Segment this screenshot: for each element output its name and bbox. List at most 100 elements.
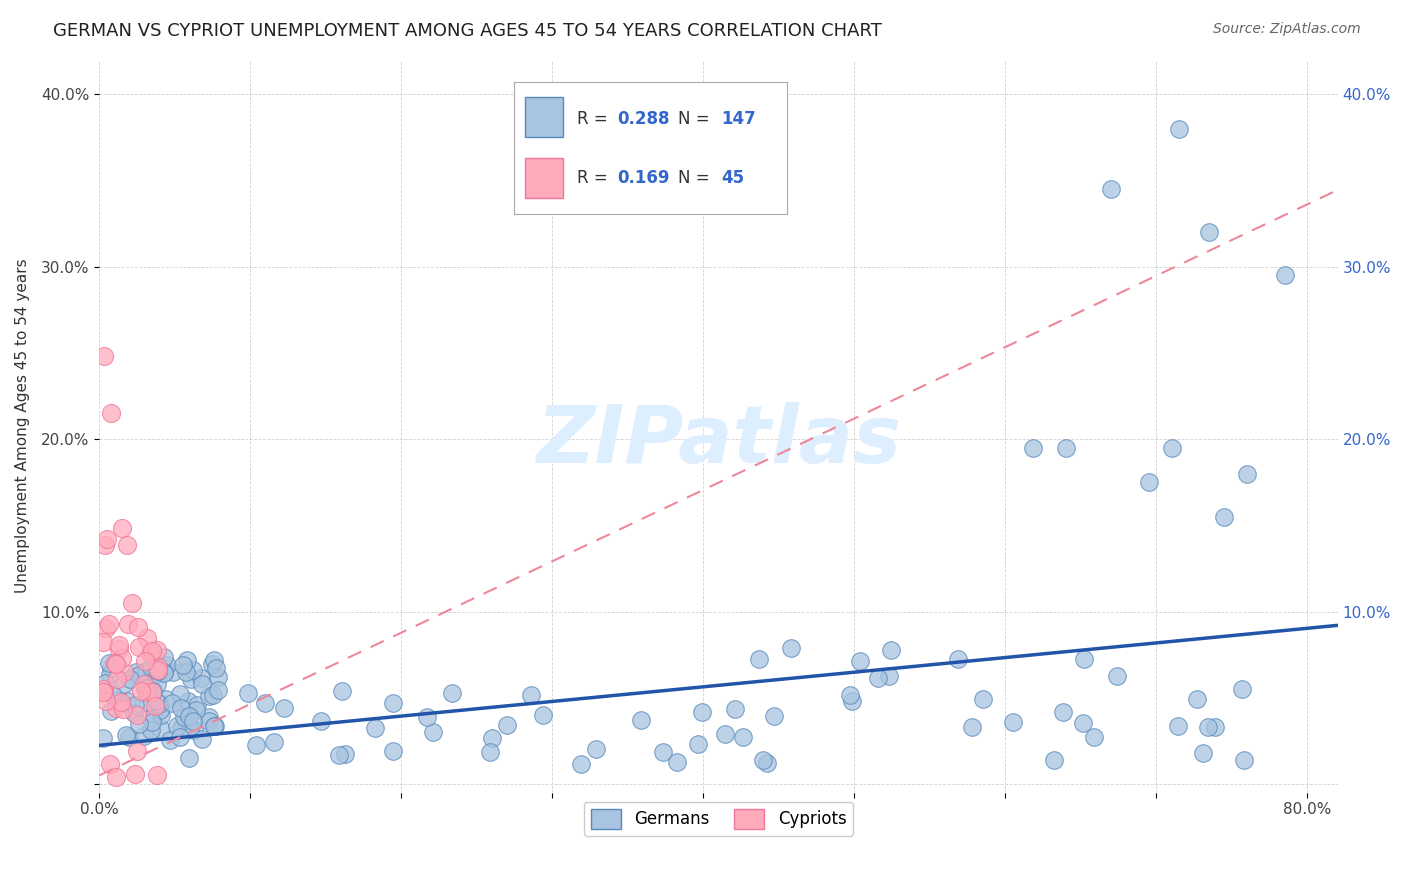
Point — [145, 663, 167, 677]
Point — [107, 693, 129, 707]
Point — [160, 696, 183, 710]
Point — [1099, 182, 1122, 196]
Point — [146, 643, 169, 657]
Point — [117, 617, 139, 632]
Point — [186, 702, 208, 716]
Point — [1137, 475, 1160, 490]
Point — [686, 738, 709, 752]
Point — [416, 710, 439, 724]
Point — [121, 596, 143, 610]
Point — [181, 714, 204, 728]
Point — [181, 663, 204, 677]
Point — [111, 701, 134, 715]
Point — [93, 681, 115, 696]
Point — [174, 665, 197, 680]
Point — [131, 684, 153, 698]
Point — [191, 732, 214, 747]
Point — [162, 665, 184, 679]
Point — [665, 755, 688, 769]
Point — [94, 621, 117, 635]
Point — [141, 714, 163, 729]
Point — [1167, 719, 1189, 733]
Point — [128, 640, 150, 655]
Point — [1192, 746, 1215, 760]
Point — [198, 714, 221, 728]
Point — [481, 731, 503, 745]
Point — [159, 733, 181, 747]
Point — [117, 694, 139, 708]
Point — [382, 744, 405, 758]
Point — [207, 670, 229, 684]
Point — [153, 665, 176, 680]
Point — [125, 665, 148, 680]
Point — [1213, 509, 1236, 524]
Point — [111, 650, 134, 665]
Point — [91, 685, 114, 699]
Point — [142, 684, 165, 698]
Point — [204, 719, 226, 733]
Point — [100, 406, 122, 420]
Point — [145, 694, 167, 708]
Point — [848, 654, 870, 668]
Point — [1160, 441, 1182, 455]
Point — [91, 634, 114, 648]
Point — [122, 706, 145, 720]
Point — [146, 665, 169, 679]
Point — [150, 722, 173, 736]
Point — [179, 723, 201, 737]
Point — [1236, 467, 1258, 481]
Point — [755, 756, 778, 770]
Point — [146, 663, 169, 677]
Point — [630, 713, 652, 727]
Point — [520, 688, 543, 702]
Point — [207, 683, 229, 698]
Point — [104, 701, 127, 715]
Point — [166, 719, 188, 733]
Point — [156, 658, 179, 673]
Point — [191, 676, 214, 690]
Point — [176, 653, 198, 667]
Point — [139, 723, 162, 737]
Point — [146, 677, 169, 691]
Point — [180, 672, 202, 686]
Point — [118, 731, 141, 745]
Point — [1198, 225, 1220, 239]
Point — [381, 696, 404, 710]
Point — [128, 717, 150, 731]
Point — [148, 697, 170, 711]
Point — [176, 694, 198, 708]
Point — [118, 672, 141, 686]
Point — [440, 686, 463, 700]
Point — [364, 721, 387, 735]
Point — [960, 720, 983, 734]
Point — [179, 708, 201, 723]
Text: ZIPatlas: ZIPatlas — [536, 401, 901, 480]
Point — [877, 669, 900, 683]
Point — [531, 707, 554, 722]
Point — [128, 620, 150, 634]
Point — [94, 538, 117, 552]
Point — [125, 744, 148, 758]
Point — [124, 767, 146, 781]
Point — [172, 658, 194, 673]
Point — [169, 731, 191, 745]
Text: GERMAN VS CYPRIOT UNEMPLOYMENT AMONG AGES 45 TO 54 YEARS CORRELATION CHART: GERMAN VS CYPRIOT UNEMPLOYMENT AMONG AGE… — [53, 22, 883, 40]
Point — [177, 751, 200, 765]
Point — [1021, 441, 1043, 455]
Point — [94, 693, 117, 707]
Point — [143, 698, 166, 713]
Point — [98, 667, 121, 681]
Point — [780, 640, 803, 655]
Point — [134, 682, 156, 697]
Point — [723, 702, 745, 716]
Point — [112, 665, 135, 679]
Point — [1232, 681, 1254, 696]
Point — [1043, 754, 1066, 768]
Point — [128, 668, 150, 682]
Point — [135, 681, 157, 696]
Point — [273, 700, 295, 714]
Point — [170, 701, 193, 715]
Point — [170, 721, 193, 735]
Point — [93, 349, 115, 363]
Point — [880, 643, 903, 657]
